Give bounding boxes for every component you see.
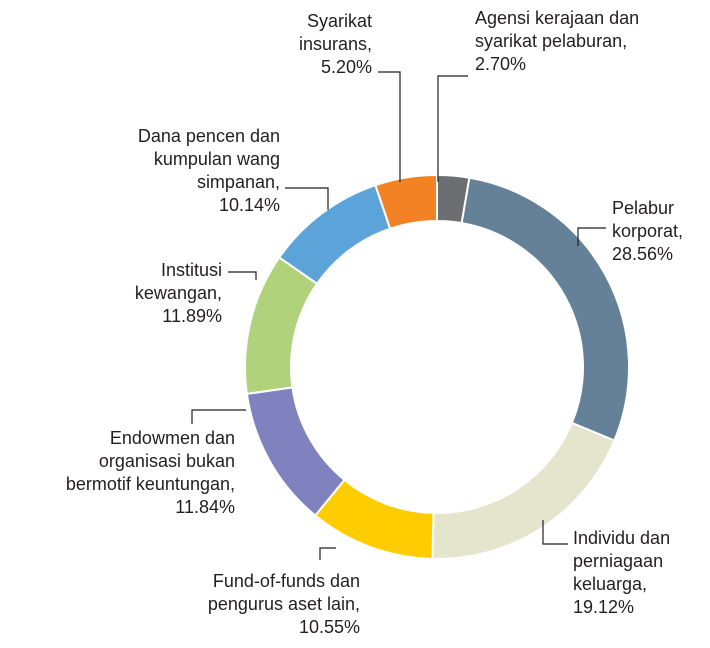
category-label: Syarikat insurans, [298, 11, 372, 54]
leader-line [228, 271, 257, 280]
leader-line [319, 547, 336, 560]
leader-line [285, 187, 329, 210]
category-label: Individu dan perniagaan keluarga, [573, 528, 671, 594]
leader-line [191, 409, 246, 424]
data-label: Individu dan perniagaan keluarga, 19.12% [573, 527, 705, 619]
value-label: 10.14% [218, 195, 280, 215]
value-label: 11.84% [175, 497, 235, 517]
leader-line [378, 71, 401, 182]
category-label: Pelabur korporat, [612, 198, 684, 241]
leader-line [577, 227, 606, 246]
category-label: Endowmen dan organisasi bukan bermotif k… [65, 428, 235, 494]
data-label: Pelabur korporat, 28.56% [612, 197, 704, 266]
data-label: Institusi kewangan, 11.89% [120, 259, 222, 328]
donut-slice [277, 183, 392, 286]
donut-slice [374, 173, 438, 230]
donut-slice [245, 386, 346, 517]
data-label: Dana pencen dan kumpulan wang simpanan, 1… [100, 125, 280, 217]
value-label: 28.56% [612, 244, 674, 264]
leader-line [437, 75, 468, 182]
category-label: Fund-of-funds dan pengurus aset lain, [207, 571, 360, 614]
value-label: 19.12% [573, 597, 635, 617]
data-label: Syarikat insurans, 5.20% [262, 10, 372, 79]
value-label: 5.20% [320, 57, 372, 77]
data-label: Fund-of-funds dan pengurus aset lain, 10.… [170, 570, 360, 639]
donut-slice [460, 176, 630, 442]
value-label: 11.89% [162, 306, 222, 326]
data-label: Agensi kerajaan dan syarikat pelaburan, 2… [475, 7, 675, 76]
category-label: Dana pencen dan kumpulan wang simpanan, [137, 126, 280, 192]
leader-line [542, 520, 568, 545]
value-label: 2.70% [475, 54, 527, 74]
value-label: 10.55% [298, 617, 360, 637]
category-label: Institusi kewangan, [134, 260, 222, 303]
category-label: Agensi kerajaan dan syarikat pelaburan, [475, 8, 640, 51]
data-label: Endowmen dan organisasi bukan bermotif k… [40, 427, 235, 519]
